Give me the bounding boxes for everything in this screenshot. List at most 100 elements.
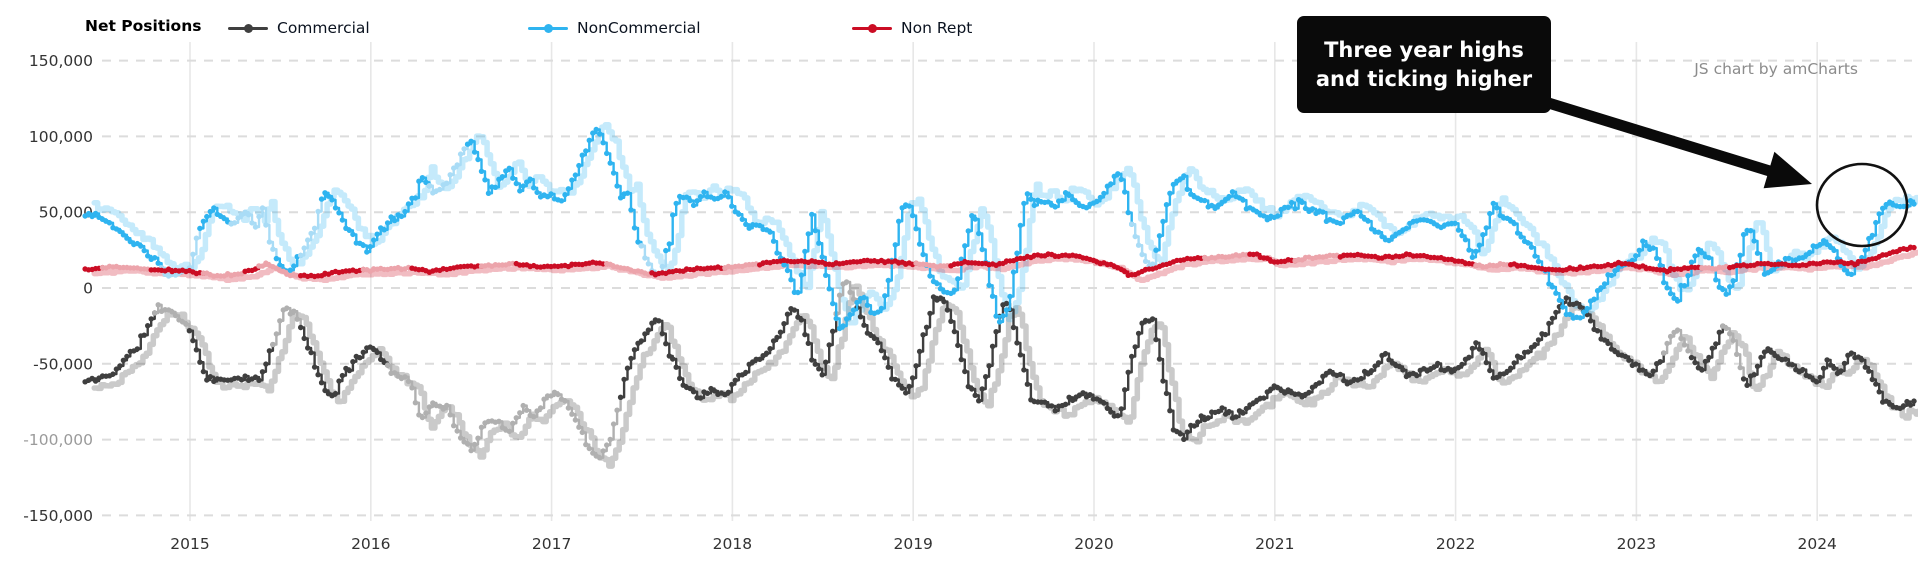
data-point-bullet	[586, 445, 592, 452]
data-point-bullet	[1167, 408, 1173, 414]
data-point-bullet	[360, 349, 366, 355]
data-point-bullet	[920, 251, 926, 258]
x-axis-label: 2017	[532, 535, 571, 553]
data-point-bullet	[200, 218, 207, 224]
data-point-bullet	[499, 174, 506, 180]
data-point-bullet	[906, 383, 912, 390]
data-point-bullet	[165, 273, 172, 279]
data-point-bullet	[186, 328, 193, 334]
data-point-bullet	[1587, 318, 1594, 324]
data-point-bullet	[468, 138, 474, 144]
data-point-bullet	[739, 216, 745, 222]
data-point-bullet	[531, 414, 537, 420]
amcharts-watermark-link[interactable]: JS chart by amCharts	[1694, 60, 1858, 78]
data-point-bullet	[687, 385, 693, 392]
data-point-bullet	[882, 293, 888, 299]
legend-item-noncommercial[interactable]: NonCommercial	[528, 17, 701, 39]
data-point-bullet	[816, 240, 822, 246]
series-line-segment	[1691, 326, 1724, 372]
data-point-bullet	[909, 212, 916, 219]
data-point-bullet	[955, 276, 961, 282]
data-point-bullet	[1747, 228, 1754, 234]
legend-item-nonrept[interactable]: Non Rept	[852, 17, 972, 39]
data-point-bullet	[329, 197, 335, 203]
data-point-bullet	[1831, 247, 1837, 253]
data-point-bullet	[1264, 217, 1271, 223]
data-point-bullet	[1514, 230, 1521, 236]
data-point-bullet	[597, 455, 603, 461]
data-point-bullet	[635, 239, 641, 245]
data-point-bullet	[1184, 186, 1191, 192]
data-point-bullet	[1014, 250, 1020, 256]
data-point-bullet	[1765, 346, 1771, 352]
data-point-bullet	[1229, 189, 1236, 195]
data-point-bullet	[1462, 237, 1469, 243]
data-point-bullet	[1487, 367, 1493, 374]
data-point-bullet	[903, 390, 909, 396]
data-point-bullet	[1348, 212, 1354, 218]
data-point-bullet	[725, 194, 732, 200]
data-point-bullet	[1282, 390, 1288, 396]
data-point-bullet	[256, 213, 262, 220]
data-point-bullet	[1445, 365, 1451, 372]
data-point-bullet	[746, 225, 752, 231]
data-point-bullet	[1664, 269, 1670, 275]
data-point-bullet	[1163, 202, 1170, 208]
data-point-bullet	[1469, 345, 1476, 352]
data-point-bullet	[1365, 218, 1371, 224]
data-point-bullet	[767, 346, 773, 352]
data-point-bullet	[986, 363, 992, 369]
data-point-bullet	[1723, 291, 1729, 297]
data-point-bullet	[770, 238, 777, 244]
data-point-bullet	[1685, 273, 1691, 279]
data-point-bullet	[235, 215, 241, 221]
legend-item-commercial[interactable]: Commercial	[228, 17, 370, 39]
data-point-bullet	[555, 391, 561, 398]
data-point-bullet	[426, 404, 433, 410]
data-point-bullet	[1706, 354, 1712, 361]
data-point-bullet	[729, 203, 735, 209]
data-point-bullet	[1104, 405, 1111, 411]
data-point-bullet	[1636, 247, 1643, 253]
data-point-bullet	[398, 213, 405, 220]
data-point-bullet	[1049, 403, 1055, 409]
data-point-bullet	[1473, 248, 1479, 254]
data-point-bullet	[1355, 208, 1361, 215]
data-point-bullet	[378, 356, 384, 363]
data-point-bullet	[763, 350, 770, 356]
data-point-bullet	[1734, 351, 1740, 357]
data-point-bullet	[444, 402, 450, 409]
data-point-bullet	[1911, 398, 1917, 404]
data-point-bullet	[1375, 360, 1382, 366]
data-point-bullet	[1080, 390, 1086, 396]
data-point-bullet	[273, 255, 280, 262]
axis-labels: 150,000 100,000 50,000 0 -50,000 -100,000 -150…	[23, 52, 1837, 553]
data-point-bullet	[628, 355, 634, 362]
data-point-bullet	[882, 355, 888, 361]
data-point-bullet	[1153, 247, 1159, 253]
data-point-bullet	[934, 280, 940, 287]
data-point-bullet	[1014, 340, 1020, 346]
data-point-bullet	[781, 262, 787, 268]
x-axis-label: 2024	[1797, 535, 1836, 553]
data-point-bullet	[781, 321, 787, 327]
data-point-bullet	[1768, 349, 1775, 355]
data-point-bullet	[597, 131, 603, 137]
data-point-bullet	[583, 148, 589, 154]
data-point-bullet	[1629, 257, 1636, 264]
data-point-bullet	[423, 179, 429, 185]
data-point-bullet	[645, 327, 652, 333]
data-point-bullet	[694, 198, 700, 204]
data-point-bullet	[757, 356, 763, 362]
data-point-bullet	[989, 343, 996, 349]
data-point-bullet	[325, 193, 332, 199]
data-point-bullet	[336, 210, 342, 216]
data-point-bullet	[927, 273, 933, 279]
data-point-bullet	[204, 213, 210, 220]
data-point-bullet	[1167, 190, 1173, 196]
data-point-bullet	[1028, 196, 1034, 202]
data-point-bullet	[412, 195, 419, 201]
data-point-bullet	[788, 277, 794, 283]
data-point-bullet	[1021, 200, 1027, 207]
